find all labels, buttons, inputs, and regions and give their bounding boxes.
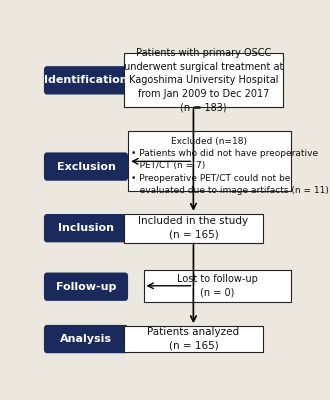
Text: Excluded (n=18): Excluded (n=18)	[171, 137, 248, 146]
Text: Patients with primary OSCC
underwent surgical treatment at
Kagoshima University : Patients with primary OSCC underwent sur…	[124, 48, 283, 112]
FancyBboxPatch shape	[44, 272, 128, 301]
Text: evaluated due to image artifacts (n = 11): evaluated due to image artifacts (n = 11…	[131, 186, 329, 195]
FancyBboxPatch shape	[44, 66, 128, 94]
Text: Analysis: Analysis	[60, 334, 112, 344]
FancyBboxPatch shape	[44, 214, 128, 242]
FancyBboxPatch shape	[144, 270, 291, 302]
Text: PET/CT (n = 7): PET/CT (n = 7)	[131, 161, 206, 170]
FancyBboxPatch shape	[124, 53, 283, 107]
Text: Patients analyzed
(n = 165): Patients analyzed (n = 165)	[148, 327, 240, 351]
FancyBboxPatch shape	[128, 131, 291, 191]
FancyBboxPatch shape	[44, 152, 128, 181]
Text: • Preoperative PET/CT could not be: • Preoperative PET/CT could not be	[131, 174, 291, 183]
FancyBboxPatch shape	[124, 326, 263, 352]
Text: • Patients who did not have preoperative: • Patients who did not have preoperative	[131, 149, 318, 158]
FancyBboxPatch shape	[124, 214, 263, 243]
FancyBboxPatch shape	[44, 325, 128, 353]
Text: Inclusion: Inclusion	[58, 223, 114, 233]
Text: Lost to follow-up
(n = 0): Lost to follow-up (n = 0)	[177, 274, 257, 298]
Text: Identification: Identification	[44, 75, 128, 85]
Text: Follow-up: Follow-up	[56, 282, 116, 292]
Text: Exclusion: Exclusion	[56, 162, 116, 172]
Text: Included in the study
(n = 165): Included in the study (n = 165)	[138, 216, 248, 240]
